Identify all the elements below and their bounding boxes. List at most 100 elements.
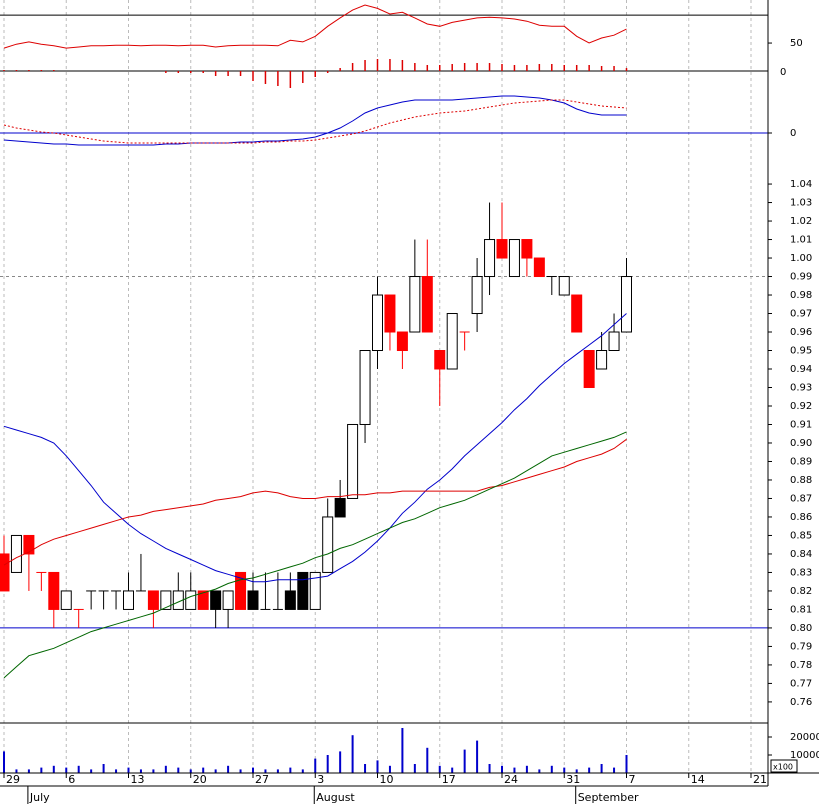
volume-bar	[239, 769, 242, 773]
candle-body	[160, 590, 172, 610]
x-tick-label: 6	[68, 773, 75, 786]
candle-body	[197, 590, 209, 610]
x-tick-label: 31	[566, 773, 580, 786]
volume-bar	[227, 765, 230, 773]
candle-body	[334, 497, 346, 518]
y-tick-label: 1.03	[790, 198, 812, 209]
volume-bar	[625, 755, 628, 773]
candle-body	[396, 331, 408, 352]
volume-bar	[65, 767, 68, 773]
volume-bar	[139, 769, 142, 773]
y-tick-label: 0.88	[790, 475, 812, 486]
x-tick-label: 27	[255, 773, 269, 786]
volume-bar	[15, 769, 18, 773]
month-label: August	[316, 791, 355, 804]
candle-body	[0, 553, 10, 592]
series-line	[3, 313, 627, 583]
candle-body	[147, 590, 159, 610]
series-line	[3, 99, 627, 144]
x-tick-label: 21	[753, 773, 767, 786]
volume-bar	[90, 769, 93, 773]
series-line	[3, 4, 627, 49]
candle-body	[471, 276, 483, 315]
candle-body	[621, 276, 632, 333]
candle-body	[222, 590, 234, 610]
x-tick-label: 10	[380, 773, 394, 786]
candle-body	[48, 571, 60, 610]
volume-bar	[476, 740, 479, 773]
candle-body	[571, 294, 583, 333]
volume-bar	[27, 769, 30, 773]
volume-bar	[77, 765, 80, 773]
candle-body	[347, 423, 359, 499]
candle-body	[533, 257, 545, 278]
volume-bar	[538, 769, 541, 773]
y-tick-label: 0.91	[790, 419, 812, 430]
candle-body	[372, 294, 383, 352]
volume-bar	[202, 767, 205, 773]
candle-body	[322, 516, 334, 573]
candle-body	[60, 590, 72, 610]
y-tick-label: 20000	[790, 732, 819, 743]
y-tick-label: 1.00	[790, 253, 812, 264]
y-tick-label: 0.94	[790, 364, 812, 375]
candle-body	[446, 313, 458, 370]
y-tick-label: 0.80	[790, 623, 812, 634]
x-tick-label: 3	[317, 773, 324, 786]
x-tick-label: 14	[691, 773, 705, 786]
volume-bar	[501, 765, 503, 773]
x-tick-label: 24	[504, 773, 518, 786]
x-tick-label: 7	[629, 773, 636, 786]
y-tick-label: 0.77	[790, 678, 812, 689]
unit-label: x100	[773, 763, 793, 772]
volume-bar	[177, 767, 180, 773]
candle-body	[185, 590, 197, 610]
volume-bar	[301, 769, 304, 773]
candle-body	[284, 590, 296, 610]
candle-body	[496, 239, 508, 259]
volume-bar	[613, 767, 616, 773]
x-tick-label: 20	[193, 773, 207, 786]
volume-bar	[513, 767, 516, 773]
y-tick-label: 0.93	[790, 382, 812, 393]
volume-bar	[102, 764, 105, 773]
candle-body	[484, 239, 496, 278]
month-label: September	[578, 791, 639, 804]
y-tick-label: 0.87	[790, 493, 812, 504]
y-tick-label: 1.02	[790, 216, 812, 227]
series-line	[3, 438, 627, 566]
volume-bar	[339, 751, 342, 773]
volume-bar	[563, 767, 566, 773]
candle-body	[521, 239, 533, 259]
volume-bar	[115, 769, 118, 773]
y-tick-label: 0.89	[790, 456, 812, 467]
volume-bar	[252, 767, 254, 773]
candle-body	[558, 276, 570, 296]
x-tick-label: 13	[131, 773, 145, 786]
volume-bar	[525, 765, 528, 773]
candle-body	[409, 276, 421, 333]
volume-bar	[413, 764, 416, 773]
month-label: July	[29, 791, 50, 804]
candle-body	[608, 331, 620, 352]
volume-bar	[127, 767, 130, 773]
y-tick-label: 0.86	[790, 512, 812, 523]
y-tick-label: 0.97	[790, 309, 812, 320]
volume-bar	[214, 769, 217, 773]
candle-body	[421, 276, 433, 333]
volume-bar	[438, 765, 441, 773]
volume-bar	[152, 769, 155, 773]
unit-box	[770, 759, 798, 773]
candle-body	[10, 534, 22, 573]
volume-bar	[426, 747, 429, 773]
volume-bar	[326, 755, 329, 773]
candle-body	[247, 590, 259, 610]
y-tick-label: 50	[790, 38, 803, 49]
y-tick-label: 1.04	[790, 179, 812, 190]
y-tick-label: 0.99	[790, 272, 812, 283]
y-tick-label: 0.85	[790, 530, 812, 541]
x-tick-label: 17	[442, 773, 456, 786]
y-tick-label: 0.82	[790, 586, 812, 597]
